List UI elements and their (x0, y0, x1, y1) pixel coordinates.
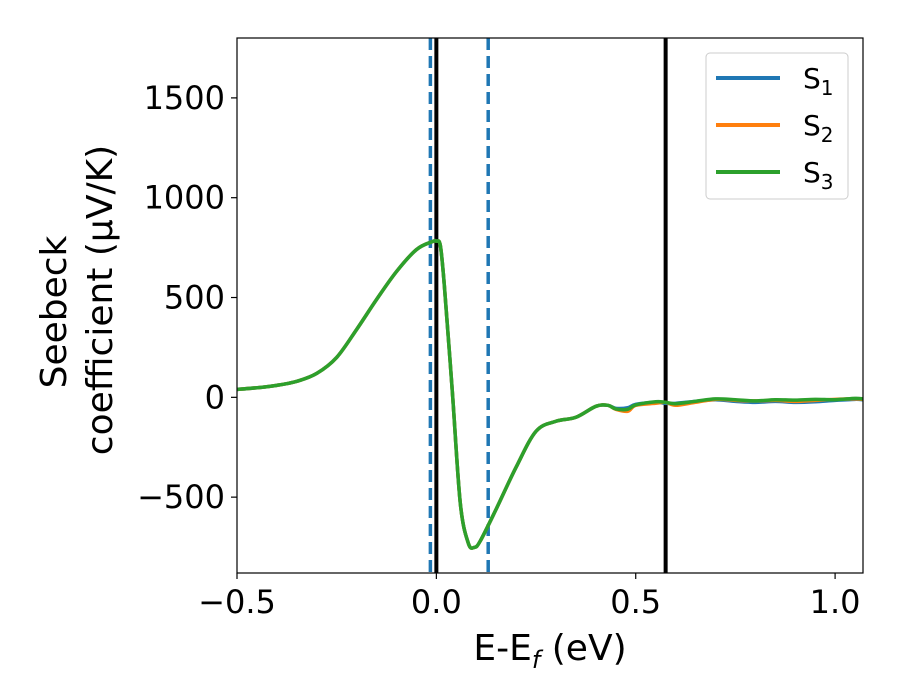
reference-lines (428, 38, 668, 573)
y-tick-label: 1000 (144, 179, 225, 217)
y-axis-label-line1: Seebeck (34, 235, 75, 388)
x-tick-label: −0.5 (198, 583, 276, 621)
legend-label-s1: S1 (803, 62, 834, 100)
y-ticks: −500 0 500 1000 1500 (137, 79, 237, 516)
axes-frame (236, 37, 864, 574)
x-tick-label: 1.0 (810, 583, 861, 621)
x-tick-label: 0.5 (610, 583, 661, 621)
y-tick-label: 0 (205, 378, 225, 416)
legend: S1 S2 S3 (705, 52, 849, 200)
legend-label-s2: S2 (803, 109, 834, 147)
x-tick-label: 0.0 (411, 583, 462, 621)
y-axis-label-line2: coefficient (μV/K) (80, 145, 121, 455)
y-tick-label: −500 (137, 478, 225, 516)
series-lines (237, 238, 863, 550)
series-line-s1 (237, 238, 863, 550)
series-line-s3 (237, 238, 863, 550)
x-axis-label: E-Ef (eV) (473, 628, 626, 674)
legend-label-s3: S3 (803, 156, 834, 194)
y-tick-label: 1500 (144, 79, 225, 117)
series-line-s2 (237, 238, 863, 550)
y-tick-label: 500 (164, 279, 225, 317)
x-ticks: −0.5 0.0 0.5 1.0 (198, 573, 861, 621)
